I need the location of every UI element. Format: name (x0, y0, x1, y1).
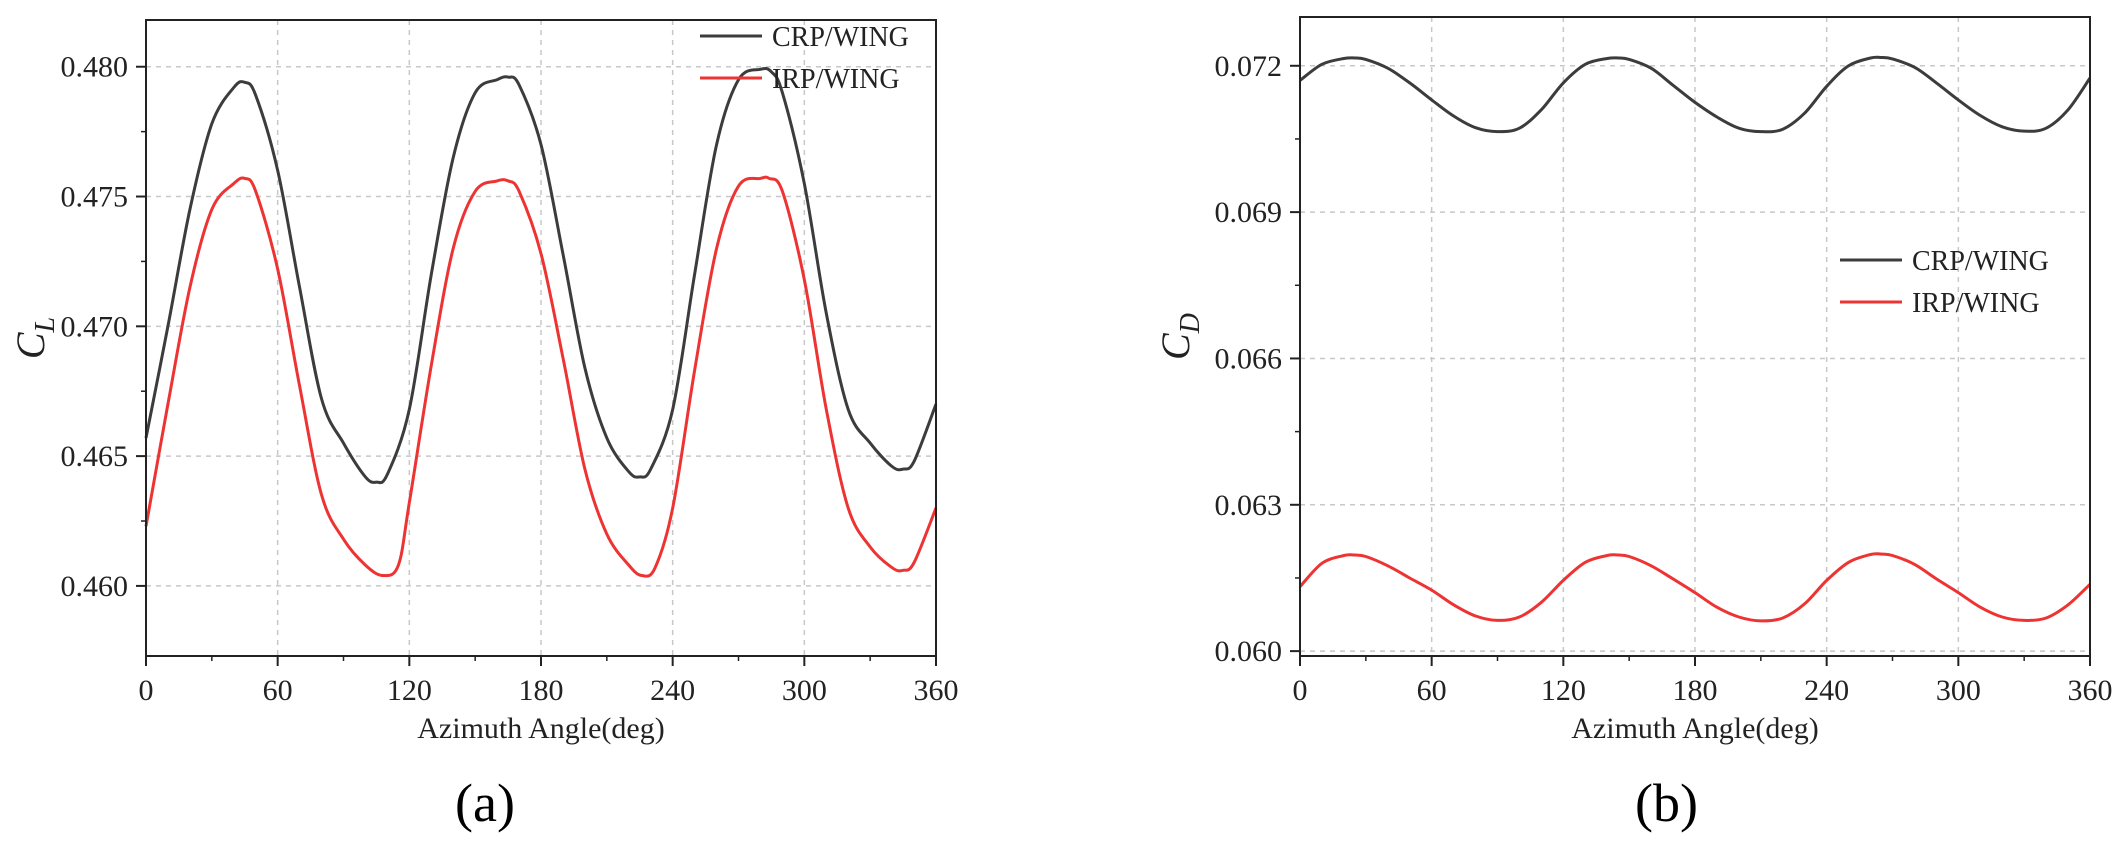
legend-label: CRP/WING (1912, 246, 2049, 277)
y-axis-label-main: C (8, 331, 53, 359)
y-axis-label: CD (1153, 313, 1206, 360)
x-tick-label: 180 (519, 674, 564, 707)
series-line-irp-wing (144, 175, 938, 578)
y-tick-label: 0.465 (61, 440, 129, 473)
series-line-crp-wing (1299, 55, 2092, 134)
y-axis-label-sub: L (30, 317, 61, 334)
x-tick-label: 240 (650, 674, 695, 707)
y-axis-label: CL (8, 317, 61, 359)
legend-label: IRP/WING (1912, 288, 2040, 319)
x-tick-label: 0 (1293, 674, 1308, 707)
x-tick-label: 180 (1673, 674, 1718, 707)
x-tick-label: 60 (1417, 674, 1447, 707)
panel-label-a: (a) (455, 773, 515, 833)
y-tick-label: 0.475 (61, 181, 129, 214)
series-line-irp-wing (1298, 552, 2092, 623)
panel-label-b: (b) (1635, 773, 1698, 833)
legend-label: IRP/WING (772, 64, 900, 95)
x-tick-label: 0 (139, 674, 154, 707)
y-tick-label: 0.060 (1215, 635, 1283, 668)
y-axis-label-main: C (1153, 332, 1198, 360)
x-tick-label: 300 (1936, 674, 1981, 707)
legend-label: CRP/WING (772, 22, 909, 53)
x-tick-label: 300 (782, 674, 827, 707)
x-tick-label: 120 (1541, 674, 1586, 707)
y-tick-label: 0.460 (61, 570, 129, 603)
y-tick-label: 0.069 (1215, 196, 1283, 229)
x-tick-label: 360 (2068, 674, 2113, 707)
y-axis-label-sub: D (1175, 313, 1206, 334)
series-line-crp-wing (144, 67, 938, 485)
y-tick-label: 0.066 (1215, 342, 1283, 375)
y-tick-label: 0.063 (1215, 489, 1283, 522)
x-tick-label: 120 (387, 674, 432, 707)
x-tick-label: 60 (263, 674, 293, 707)
y-tick-label: 0.480 (61, 51, 129, 84)
y-tick-label: 0.072 (1215, 50, 1283, 83)
x-axis-label: Azimuth Angle(deg) (1571, 712, 1818, 745)
y-tick-label: 0.470 (61, 310, 129, 343)
x-axis-label: Azimuth Angle(deg) (417, 712, 664, 745)
x-tick-label: 360 (914, 674, 959, 707)
x-tick-label: 240 (1804, 674, 1849, 707)
chart-panel-cd: 0 60 120 180 240 300 360 0.060 0.063 0.066 0.069 0.… (1153, 16, 2113, 745)
chart-panel-cl: 0 60 120 180 240 300 360 0.460 0.465 0.470 0.475 0.… (8, 19, 959, 745)
